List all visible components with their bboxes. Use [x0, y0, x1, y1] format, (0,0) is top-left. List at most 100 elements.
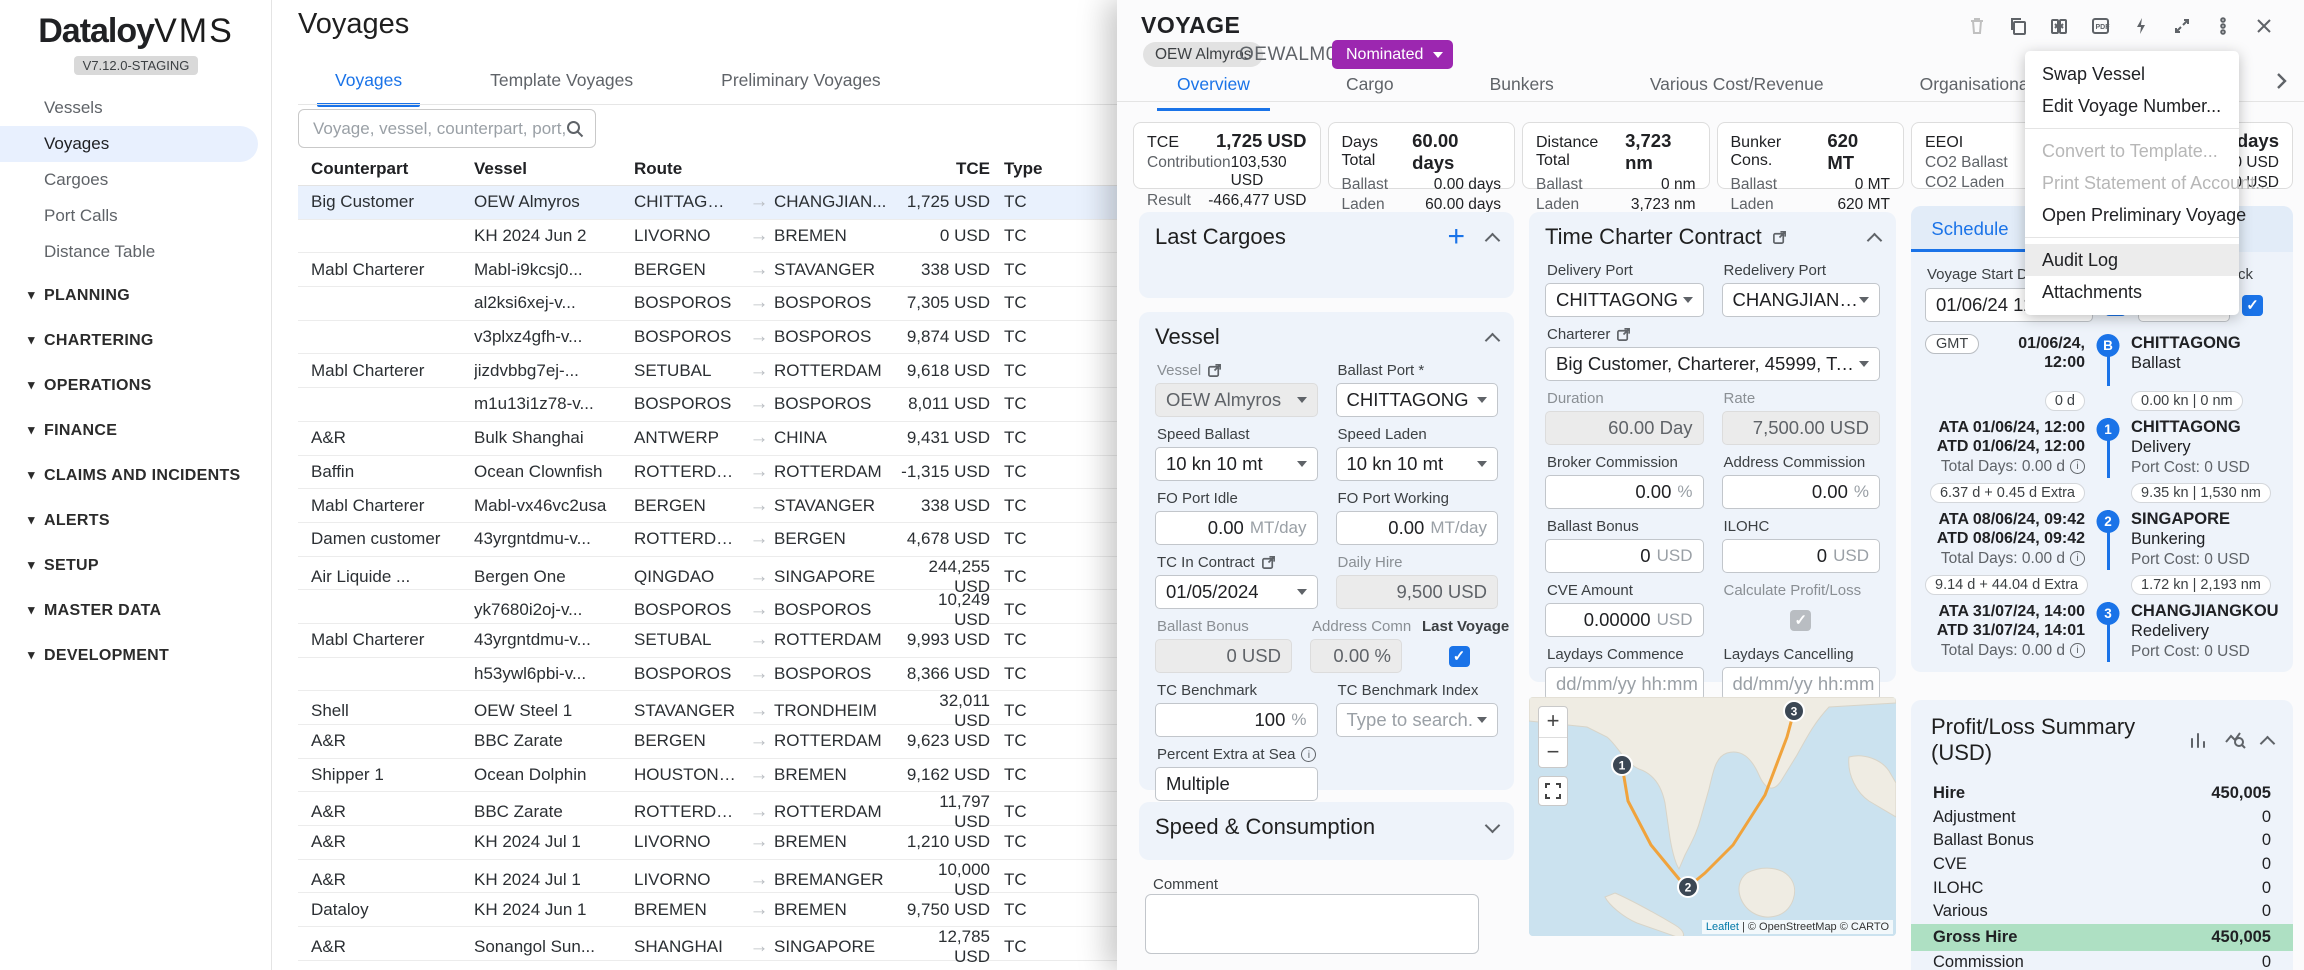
- table-row[interactable]: Baffin Ocean Clownfish ROTTERDAM ROTTERD…: [298, 456, 1126, 490]
- expand-speed-consumption-icon[interactable]: [1485, 817, 1501, 833]
- tcc-ballast-bonus-input[interactable]: 0USD: [1545, 539, 1704, 573]
- col-route[interactable]: Route: [634, 159, 744, 179]
- sidebar-section-header[interactable]: SETUP: [0, 542, 272, 587]
- main-tab[interactable]: Preliminary Voyages: [703, 60, 899, 107]
- sidebar-section-header[interactable]: CLAIMS AND INCIDENTS: [0, 452, 272, 497]
- info-icon[interactable]: [2070, 643, 2085, 658]
- table-row[interactable]: Mabl Charterer Mabl-vx46vc2usa BERGEN ST…: [298, 489, 1126, 523]
- tc-benchmark-index-select[interactable]: Type to search.: [1336, 703, 1499, 737]
- search-input[interactable]: [313, 119, 565, 139]
- timeline-stop[interactable]: ATA 31/07/24, 14:00 ATD 31/07/24, 14:01 …: [1925, 600, 2279, 662]
- sidebar-item[interactable]: Distance Table: [0, 234, 272, 270]
- sidebar-item[interactable]: Cargoes: [0, 162, 272, 198]
- zoom-out-button[interactable]: −: [1539, 737, 1567, 767]
- broker-commission-input[interactable]: 0.00%: [1545, 475, 1704, 509]
- open-tcc-icon[interactable]: [1772, 230, 1787, 245]
- timeline-node[interactable]: 2: [2097, 510, 2120, 533]
- chart-search-icon[interactable]: [2224, 730, 2246, 750]
- ilohc-input[interactable]: 0USD: [1722, 539, 1881, 573]
- laydays-commence-input[interactable]: dd/mm/yy hh:mm: [1545, 667, 1704, 701]
- tc-in-contract-select[interactable]: 01/05/2024: [1155, 575, 1318, 609]
- tabs-scroll-right-icon[interactable]: [2270, 70, 2292, 92]
- menu-item[interactable]: Print Statement of Account...: [2025, 167, 2239, 199]
- table-row[interactable]: A&R BBC Zarate ROTTERDAM ROTTERDAM 11,79…: [298, 792, 1126, 826]
- percent-extra-info-icon[interactable]: [1301, 747, 1316, 762]
- compare-icon[interactable]: [2047, 14, 2071, 38]
- main-tab[interactable]: Voyages: [317, 60, 420, 107]
- table-row[interactable]: v3plxz4gfh-v... BOSPOROS BOSPOROS 9,874 …: [298, 321, 1126, 355]
- close-icon[interactable]: [2252, 14, 2276, 38]
- redelivery-port-select[interactable]: CHANGJIANGKOU: [1722, 283, 1881, 317]
- table-row[interactable]: al2ksi6xej-v... BOSPOROS BOSPOROS 7,305 …: [298, 287, 1126, 321]
- delete-icon[interactable]: [1965, 14, 1989, 38]
- tc-benchmark-input[interactable]: 100%: [1155, 703, 1318, 737]
- fo-port-idle-input[interactable]: 0.00MT/day: [1155, 511, 1318, 545]
- map-fullscreen-button[interactable]: [1538, 776, 1568, 806]
- timeline-stop[interactable]: ATA 08/06/24, 09:42 ATD 08/06/24, 09:42 …: [1925, 508, 2279, 570]
- leaflet-link[interactable]: Leaflet: [1706, 921, 1739, 933]
- last-voyage-checkbox[interactable]: [1449, 646, 1470, 667]
- main-tab[interactable]: Template Voyages: [472, 60, 651, 107]
- timeline-node[interactable]: 1: [2097, 418, 2120, 441]
- sidebar-section-header[interactable]: MASTER DATA: [0, 587, 272, 632]
- sidebar-section-header[interactable]: FINANCE: [0, 407, 272, 452]
- table-row[interactable]: Shell OEW Steel 1 STAVANGER TRONDHEIM 32…: [298, 691, 1126, 725]
- table-row[interactable]: Damen customer 43yrgntdmu-v... ROTTERDAM…: [298, 523, 1126, 557]
- panel-tab[interactable]: Overview: [1157, 62, 1270, 111]
- table-row[interactable]: h53ywl6pbi-v... BOSPOROS BOSPOROS 8,366 …: [298, 658, 1126, 692]
- col-type[interactable]: Type: [1004, 159, 1079, 179]
- flash-icon[interactable]: [2129, 14, 2153, 38]
- table-row[interactable]: Air Liquide ... Bergen One QINGDAO SINGA…: [298, 557, 1126, 591]
- timeline-node[interactable]: B: [2097, 334, 2120, 357]
- table-row[interactable]: A&R Sonangol Sun... SHANGHAI SINGAPORE 1…: [298, 927, 1126, 961]
- more-icon[interactable]: [2211, 14, 2235, 38]
- charterer-select[interactable]: Big Customer, Charterer, 45999, Tokyo: [1545, 347, 1880, 381]
- table-row[interactable]: KH 2024 Jun 2 LIVORNO BREMEN 0 USD TC: [298, 220, 1126, 254]
- expand-icon[interactable]: [2170, 14, 2194, 38]
- menu-item[interactable]: Open Preliminary Voyage: [2025, 199, 2239, 231]
- comment-textarea[interactable]: [1145, 894, 1479, 954]
- sidebar-item[interactable]: Port Calls: [0, 198, 272, 234]
- sidebar-section-header[interactable]: PLANNING: [0, 272, 272, 317]
- timezone-chip[interactable]: GMT: [1925, 334, 1979, 354]
- table-row[interactable]: A&R KH 2024 Jul 1 LIVORNO BREMANGER 10,0…: [298, 860, 1126, 894]
- table-row[interactable]: Mabl Charterer Mabl-i9kcsj0... BERGEN ST…: [298, 253, 1126, 287]
- percent-extra-input[interactable]: Multiple: [1155, 767, 1318, 801]
- sidebar-item[interactable]: Vessels: [0, 90, 272, 126]
- panel-tab[interactable]: Bunkers: [1470, 62, 1574, 111]
- col-vessel[interactable]: Vessel: [474, 159, 634, 179]
- sidebar-section-header[interactable]: CHARTERING: [0, 317, 272, 362]
- menu-item[interactable]: Audit Log: [2025, 244, 2239, 276]
- info-icon[interactable]: [2070, 551, 2085, 566]
- info-icon[interactable]: [2070, 459, 2085, 474]
- sidebar-section-header[interactable]: OPERATIONS: [0, 362, 272, 407]
- export-pdf-icon[interactable]: PDF: [2088, 14, 2112, 38]
- delivery-port-select[interactable]: CHITTAGONG: [1545, 283, 1704, 317]
- open-charterer-icon[interactable]: [1616, 327, 1631, 342]
- cve-amount-input[interactable]: 0.00000USD: [1545, 603, 1704, 637]
- speed-ballast-select[interactable]: 10 kn 10 mt: [1155, 447, 1318, 481]
- timeline-stop[interactable]: ATA 01/06/24, 12:00 ATD 01/06/24, 12:00 …: [1925, 416, 2279, 478]
- menu-item[interactable]: Convert to Template...: [2025, 135, 2239, 167]
- collapse-vessel-icon[interactable]: [1485, 332, 1501, 348]
- menu-item[interactable]: Swap Vessel: [2025, 58, 2239, 90]
- table-row[interactable]: Big Customer OEW Almyros CHITTAGONG CHAN…: [298, 186, 1126, 220]
- sidebar-item[interactable]: Voyages: [0, 126, 258, 162]
- col-tce[interactable]: TCE: [899, 159, 1004, 179]
- collapse-tcc-icon[interactable]: [1867, 232, 1883, 248]
- table-row[interactable]: yk7680i2oj-v... BOSPOROS BOSPOROS 10,249…: [298, 590, 1126, 624]
- add-cargo-icon[interactable]: +: [1447, 227, 1465, 247]
- speed-laden-select[interactable]: 10 kn 10 mt: [1336, 447, 1499, 481]
- collapse-last-cargoes-icon[interactable]: [1485, 232, 1501, 248]
- table-row[interactable]: Shipper 1 Ocean Dolphin HOUSTON, TX BREM…: [298, 759, 1126, 793]
- timeline-node[interactable]: 3: [2097, 602, 2120, 625]
- menu-item[interactable]: Attachments: [2025, 276, 2239, 308]
- menu-item[interactable]: Edit Voyage Number...: [2025, 90, 2239, 122]
- zoom-in-button[interactable]: +: [1539, 707, 1567, 737]
- panel-tab[interactable]: Cargo: [1326, 62, 1414, 111]
- collapse-profit-loss-icon[interactable]: [2260, 735, 2276, 751]
- col-counterpart[interactable]: Counterpart: [311, 159, 474, 179]
- tab-schedule[interactable]: Schedule: [1911, 206, 2029, 252]
- laydays-cancelling-input[interactable]: dd/mm/yy hh:mm: [1722, 667, 1881, 701]
- fo-port-working-input[interactable]: 0.00MT/day: [1336, 511, 1499, 545]
